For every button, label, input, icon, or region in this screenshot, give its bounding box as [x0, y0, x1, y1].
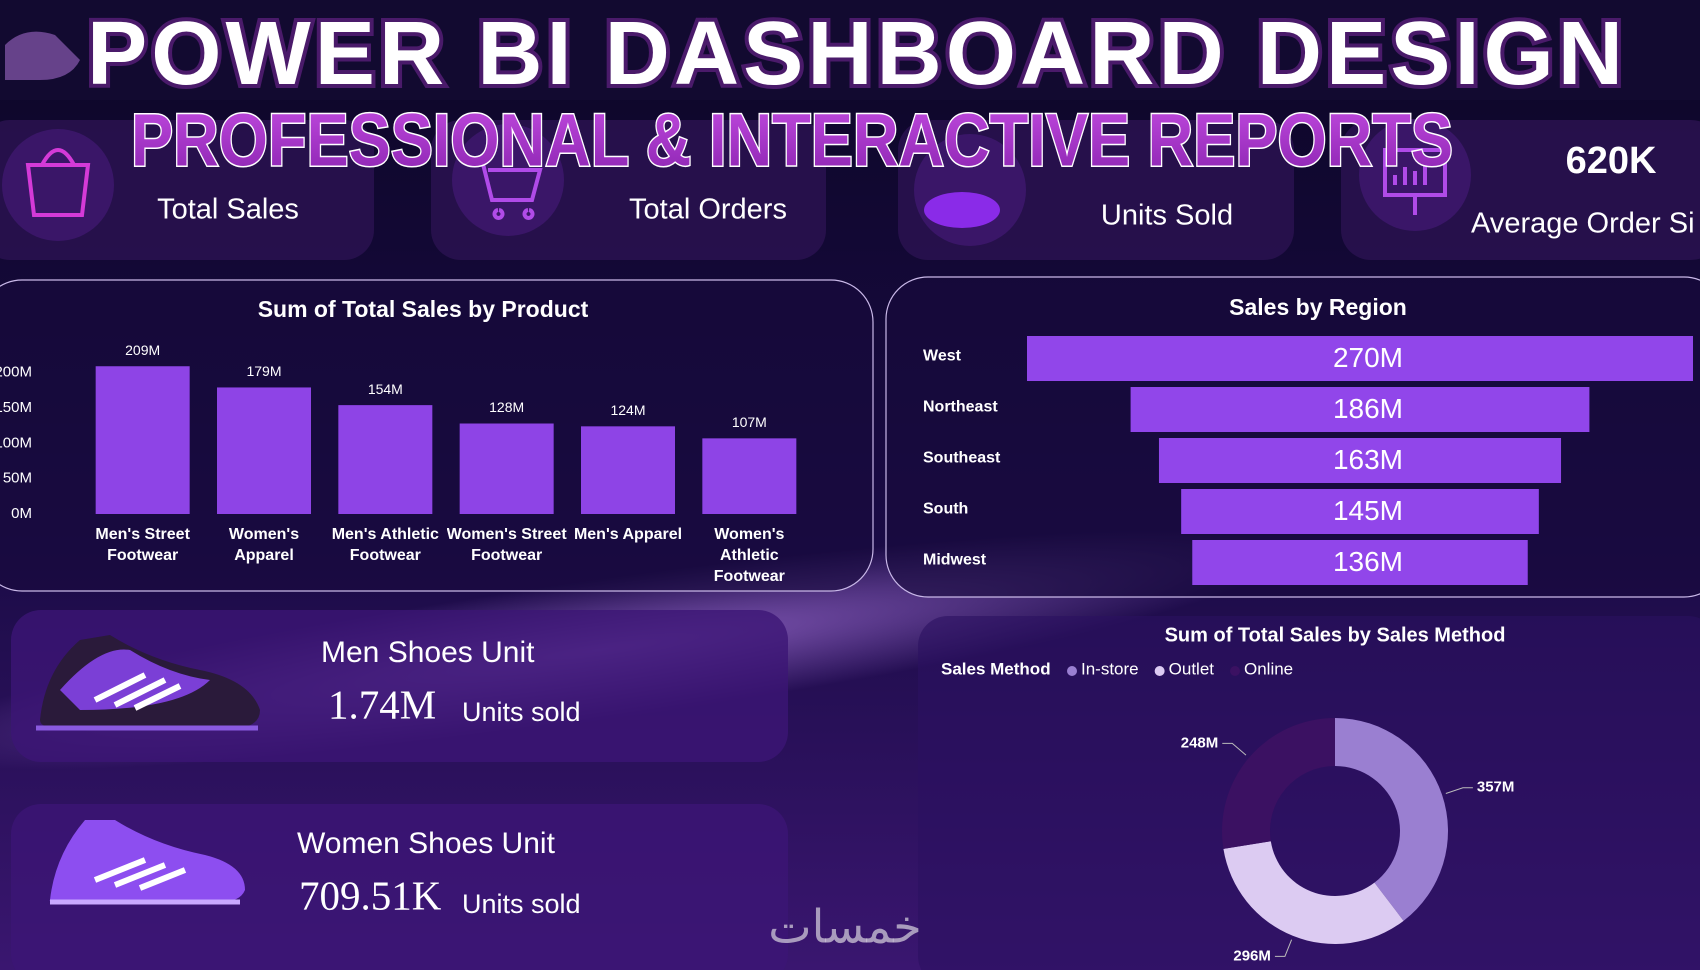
kpi-label: Units Sold [1101, 200, 1233, 232]
x-tick-label-box: Men's Athletic Footwear [331, 526, 439, 564]
x-tick-label-box: Women's Athletic Footwear [713, 526, 785, 585]
donut-slice [1222, 718, 1335, 849]
x-tick-label-box: Women's Apparel [228, 526, 300, 564]
legend-label: Outlet [1169, 659, 1215, 678]
kpi-icon-bg [452, 124, 564, 236]
funnel-bar [1158, 438, 1562, 483]
x-tick-label: Women's Apparel [228, 526, 300, 564]
card-unit: Units sold [462, 697, 581, 727]
y-tick-label: 0M [11, 505, 32, 522]
kpi-icon-bg [2, 129, 114, 241]
women-shoe [49, 820, 245, 905]
panel [918, 616, 1700, 970]
bar [459, 423, 554, 514]
box-icon [924, 192, 1000, 228]
watermark: خمسات [768, 900, 921, 954]
kpi-label: Average Order Si [1471, 208, 1695, 240]
chart-title: Sum of Total Sales by Sales Method [1165, 624, 1506, 646]
data-label: 145M [1333, 495, 1403, 526]
data-label: 209M [125, 342, 160, 358]
data-label: 270M [1333, 342, 1403, 373]
category-label: West [923, 348, 962, 365]
shoe-card [11, 804, 788, 970]
x-tick-label: Women's Street Footwear [446, 526, 567, 564]
y-tick-label: 150M [0, 399, 32, 416]
kpi-label: Total Sales [157, 194, 299, 226]
y-tick-label: 200M [0, 364, 32, 381]
bar [95, 366, 190, 514]
data-label: 163M [1333, 444, 1403, 475]
data-label: 154M [368, 381, 403, 397]
bar [338, 405, 433, 514]
funnel-bar [1130, 387, 1590, 432]
x-tick-label-box: Men's Apparel [573, 526, 683, 543]
chart-icon [1383, 148, 1447, 215]
chart-title: Sales by Region [1229, 294, 1407, 320]
data-label: 124M [610, 402, 645, 418]
x-tick-label: Men's Athletic Footwear [331, 526, 439, 564]
legend-swatch [1230, 666, 1240, 676]
x-tick-label: Women's Athletic Footwear [713, 526, 785, 585]
logo-shoe [5, 31, 80, 81]
card-title: Women Shoes Unit [297, 827, 556, 860]
data-label: 107M [732, 414, 767, 430]
card-value: 709.51K [299, 872, 442, 918]
x-tick-label-box: Men's Street Footwear [95, 526, 190, 564]
men-shoe [36, 635, 260, 731]
funnel-bar [1181, 489, 1539, 534]
x-tick-label: Men's Apparel [573, 526, 683, 543]
legend-label: In-store [1081, 659, 1139, 678]
legend-title: Sales Method [941, 659, 1051, 678]
legend-label: Online [1244, 659, 1293, 678]
card-title: Men Shoes Unit [321, 636, 535, 669]
bar [217, 387, 311, 514]
leader-line [1445, 787, 1473, 795]
data-label: 179M [246, 363, 281, 379]
donut-slice [1335, 718, 1448, 921]
leader-line [1274, 939, 1293, 957]
leader-line [1222, 742, 1247, 756]
page-subtitle: PROFESSIONAL & INTERACTIVE REPORTS [131, 99, 1453, 182]
legend-swatch [1067, 666, 1077, 676]
legend-swatch [1154, 666, 1165, 676]
donut-slice [1223, 841, 1404, 944]
category-label: Northeast [923, 399, 998, 416]
card-value: 1.74M [328, 681, 436, 727]
sale-icon [25, 148, 91, 217]
category-label: Southeast [923, 450, 1001, 467]
data-label: 136M [1333, 546, 1403, 577]
data-label: 186M [1333, 393, 1403, 424]
kpi-value: 620K [1566, 140, 1657, 182]
bar [581, 426, 675, 514]
funnel-bar [1192, 540, 1528, 585]
data-label: 248M [1181, 734, 1219, 751]
cart-icon [470, 158, 543, 220]
funnel-bar [1027, 336, 1693, 381]
data-label: 357M [1477, 779, 1515, 796]
data-label: 128M [489, 399, 524, 415]
x-tick-label: Men's Street Footwear [95, 526, 190, 564]
bar [702, 438, 797, 514]
kpi-label: Total Orders [629, 194, 787, 226]
y-tick-label: 50M [3, 470, 32, 487]
x-tick-label-box: Women's Street Footwear [446, 526, 567, 564]
page-title: POWER BI DASHBOARD DESIGN [87, 4, 1627, 104]
data-label: 296M [1233, 947, 1271, 964]
card-unit: Units sold [462, 889, 581, 919]
chart-title: Sum of Total Sales by Product [258, 296, 589, 322]
nav-bar [0, 0, 1700, 100]
category-label: South [923, 501, 968, 518]
y-tick-label: 100M [0, 434, 32, 451]
category-label: Midwest [923, 552, 987, 569]
